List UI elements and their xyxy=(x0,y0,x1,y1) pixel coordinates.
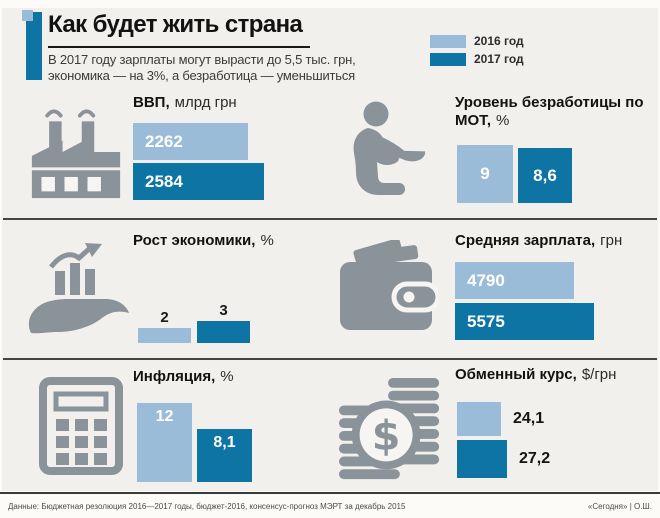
bar-row-2016: 24,1 xyxy=(457,402,550,436)
row-divider xyxy=(3,218,657,220)
bar-value-label: 5575 xyxy=(467,312,505,331)
coins-icon: $ xyxy=(336,376,448,484)
bar-value-label: 12 xyxy=(155,408,174,425)
panel-title: Обменный курс, $/грн xyxy=(455,366,616,384)
panel-economic-growth: Рост экономики,% 2 3 xyxy=(0,220,330,358)
panel-title: Уровень безработицы по МОТ,% xyxy=(455,94,655,130)
bar-2016: 4790 xyxy=(455,262,574,299)
bar-2017: 5575 xyxy=(455,303,594,340)
bar-value-label: 4790 xyxy=(467,271,505,290)
block-2017 xyxy=(457,440,507,478)
bar-2016: 12 xyxy=(137,403,192,482)
bar-value-label: 9 xyxy=(480,164,490,183)
bar-2017 xyxy=(197,321,250,343)
infographic-background xyxy=(2,8,658,491)
bar-group: 2 3 xyxy=(138,281,250,343)
svg-text:$: $ xyxy=(372,412,401,460)
wallet-icon xyxy=(338,238,441,332)
block-2016 xyxy=(457,402,501,436)
bar-value-label: 8,6 xyxy=(533,165,557,185)
panel-title-unit: $/грн xyxy=(581,366,617,383)
bar-value-label: 24,1 xyxy=(513,410,545,427)
footer: Данные: Бюджетная резолюция 2016—2017 го… xyxy=(0,492,660,518)
bar-group: 12 8,1 xyxy=(137,403,252,482)
panel-title: Инфляция,% xyxy=(133,368,234,386)
legend-item-2017: 2017 год xyxy=(430,52,524,66)
bar-column-2017: 3 xyxy=(197,302,250,343)
bar-value-label: 27,2 xyxy=(519,450,551,467)
panel-inflation: Инфляция,% 12 8,1 xyxy=(0,360,330,490)
panel-title-bold: Рост экономики, xyxy=(133,232,256,249)
calculator-icon xyxy=(35,376,127,476)
subtitle-line-1: В 2017 году зарплаты могут вырасти до 5,… xyxy=(48,52,356,67)
panel-title: Рост экономики,% xyxy=(133,232,274,250)
panel-title-bold: Обменный курс, xyxy=(455,366,577,383)
beggar-icon xyxy=(345,100,431,202)
bar-value-label: 2584 xyxy=(145,172,183,191)
bar-value-label: 8,1 xyxy=(213,434,236,451)
bar-group: 9 8,6 xyxy=(457,145,572,203)
panel-title-unit: млрд грн xyxy=(174,94,237,111)
bar-2016 xyxy=(138,328,191,343)
bar-value-label: 3 xyxy=(219,302,228,319)
panel-title-unit: грн xyxy=(600,232,623,249)
panel-average-salary: Средняя зарплата, грн 4790 5575 xyxy=(330,220,660,358)
bar-value-label: 2 xyxy=(160,309,169,326)
bar-2016: 2262 xyxy=(133,123,248,160)
panel-title-unit: % xyxy=(496,112,510,129)
panel-title-bold: Уровень безработицы по МОТ, xyxy=(455,94,644,129)
panel-title-unit: % xyxy=(220,368,234,385)
title-marker-square xyxy=(22,10,33,21)
panel-title: Средняя зарплата, грн xyxy=(455,232,622,250)
panel-title-unit: % xyxy=(260,232,274,249)
panel-title-bold: ВВП, xyxy=(133,94,170,111)
legend-swatch-2016 xyxy=(430,34,466,48)
block-2016: 9 xyxy=(457,145,513,203)
title-underline xyxy=(48,46,310,48)
panel-title-bold: Инфляция, xyxy=(133,368,216,385)
legend-label-2017: 2017 год xyxy=(474,52,524,66)
panel-gdp: ВВП, млрд грн 2262 2584 xyxy=(0,90,330,218)
panel-title-bold: Средняя зарплата, xyxy=(455,232,596,249)
bar-2017: 2584 xyxy=(133,163,264,200)
panel-unemployment: Уровень безработицы по МОТ,% 9 8,6 xyxy=(330,90,660,218)
legend-swatch-2017 xyxy=(430,52,466,66)
subtitle: В 2017 году зарплаты могут вырасти до 5,… xyxy=(48,52,356,84)
row-divider xyxy=(3,358,657,360)
bar-value-label: 2262 xyxy=(145,132,183,151)
panel-title: ВВП, млрд грн xyxy=(133,94,237,112)
subtitle-line-2: экономика — на 3%, а безработица — умень… xyxy=(48,68,356,83)
bar-group: 24,1 27,2 xyxy=(457,402,550,478)
bar-2017: 8,1 xyxy=(197,429,252,482)
factory-icon xyxy=(28,106,124,200)
title-marker xyxy=(22,10,42,80)
legend-item-2016: 2016 год xyxy=(430,34,524,48)
bar-group: 2262 2584 xyxy=(133,123,264,203)
source-text: Данные: Бюджетная резолюция 2016—2017 го… xyxy=(8,501,406,511)
panel-exchange-rate: $ Обменный курс, $/грн 24,1 27,2 xyxy=(330,360,660,490)
legend: 2016 год 2017 год xyxy=(430,34,524,66)
block-2017: 8,6 xyxy=(518,148,572,203)
legend-label-2016: 2016 год xyxy=(474,34,524,48)
page-title: Как будет жить страна xyxy=(48,11,303,38)
hand-growth-icon xyxy=(25,240,130,338)
bar-row-2017: 27,2 xyxy=(457,440,550,478)
bar-group: 4790 5575 xyxy=(455,262,594,344)
credit-text: «Сегодня» | О.Ш. xyxy=(587,501,652,511)
bar-column-2016: 2 xyxy=(138,309,191,343)
